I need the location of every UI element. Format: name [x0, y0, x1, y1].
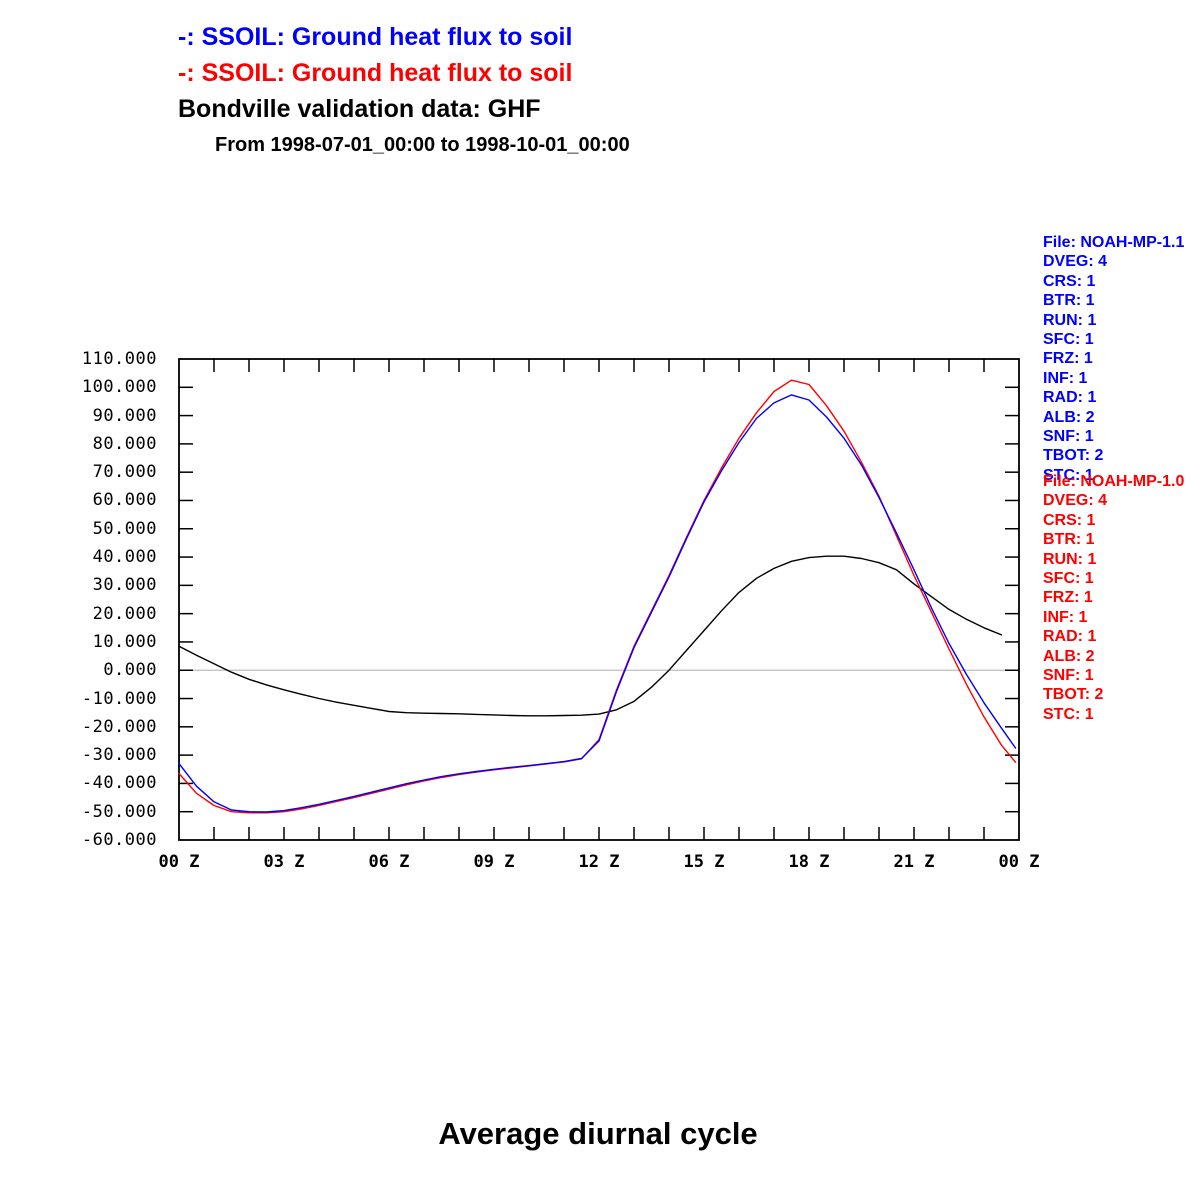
y-axis-label: -40.000 — [81, 773, 157, 794]
legend-line: RUN: 1 — [1043, 550, 1097, 568]
legend-line: RAD: 1 — [1043, 389, 1097, 407]
legend-line: TBOT: 2 — [1043, 447, 1104, 465]
legend-noah-mp-1-1: File: NOAH-MP-1.1 DVEG: 4 CRS: 1 BTR: 1 RUN:… — [1043, 233, 1184, 485]
y-axis-label: -30.000 — [81, 745, 157, 766]
legend-line: File: NOAH-MP-1.0 — [1043, 473, 1185, 490]
chart-title-model-1-1: -: SSOIL: Ground heat flux to soil — [178, 23, 573, 51]
y-axis-label: 10.000 — [92, 631, 157, 652]
legend-line: File: NOAH-MP-1.1 — [1043, 234, 1185, 251]
y-axis-label: 90.000 — [92, 405, 157, 426]
y-axis-label: -10.000 — [81, 688, 157, 709]
y-axis-label: 0.000 — [103, 660, 157, 681]
plot-frame — [178, 358, 1020, 841]
legend-line: SFC: 1 — [1043, 570, 1094, 588]
legend-line: INF: 1 — [1043, 369, 1088, 387]
x-axis-label: 21 Z — [893, 852, 935, 872]
chart-title-model-1-0: -: SSOIL: Ground heat flux to soil — [178, 59, 573, 87]
chart-title-validation: Bondville validation data: GHF — [178, 95, 541, 123]
legend-line: FRZ: 1 — [1043, 589, 1093, 607]
y-axis-label: -50.000 — [81, 801, 157, 822]
y-axis-label: 30.000 — [92, 575, 157, 596]
x-axis-label: 15 Z — [683, 852, 725, 872]
legend-line: BTR: 1 — [1043, 292, 1095, 310]
legend-line: INF: 1 — [1043, 608, 1088, 626]
bottom-title: Average diurnal cycle — [438, 1116, 758, 1151]
y-axis-label: 100.000 — [81, 377, 157, 398]
x-axis-label: 06 Z — [368, 852, 410, 872]
legend-line: CRS: 1 — [1043, 272, 1096, 290]
date-range-subtitle: From 1998-07-01_00:00 to 1998-10-01_00:0… — [215, 134, 630, 156]
x-axis-label: 12 Z — [578, 852, 620, 872]
legend-line: DVEG: 4 — [1043, 492, 1108, 510]
legend-line: RAD: 1 — [1043, 628, 1097, 646]
legend-line: FRZ: 1 — [1043, 350, 1093, 368]
legend-line: SNF: 1 — [1043, 428, 1094, 446]
legend-noah-mp-1-0: File: NOAH-MP-1.0 DVEG: 4 CRS: 1 BTR: 1 RUN:… — [1043, 472, 1184, 724]
curve-series-0 — [178, 394, 1017, 813]
legend-line: ALB: 2 — [1043, 408, 1095, 426]
legend-line: DVEG: 4 — [1043, 253, 1108, 271]
x-axis-label: 03 Z — [263, 852, 305, 872]
y-axis-label: 70.000 — [92, 462, 157, 483]
y-axis-label: 60.000 — [92, 490, 157, 511]
y-axis-label: 50.000 — [92, 518, 157, 539]
legend-line: SNF: 1 — [1043, 667, 1094, 685]
legend-line: TBOT: 2 — [1043, 686, 1104, 704]
legend-line: SFC: 1 — [1043, 331, 1094, 349]
curve-series-1 — [178, 379, 1017, 814]
legend-line: CRS: 1 — [1043, 511, 1096, 529]
y-axis-label: 110.000 — [81, 349, 157, 369]
legend-line: RUN: 1 — [1043, 311, 1097, 329]
legend-line: ALB: 2 — [1043, 647, 1095, 665]
y-axis-label: -60.000 — [81, 830, 157, 850]
x-axis-label: 00 Z — [158, 852, 200, 872]
legend-line: STC: 1 — [1043, 466, 1094, 484]
y-axis-label: 40.000 — [92, 547, 157, 568]
y-axis-label: -20.000 — [81, 716, 157, 737]
curve-series-2 — [178, 555, 1003, 717]
legend-line: STC: 1 — [1043, 705, 1094, 723]
x-axis-label: 18 Z — [788, 852, 830, 872]
x-axis-label: 00 Z — [998, 852, 1040, 872]
x-axis-label: 09 Z — [473, 852, 515, 872]
legend-line: BTR: 1 — [1043, 531, 1095, 549]
y-axis-label: 20.000 — [92, 603, 157, 624]
y-axis-label: 80.000 — [92, 433, 157, 454]
